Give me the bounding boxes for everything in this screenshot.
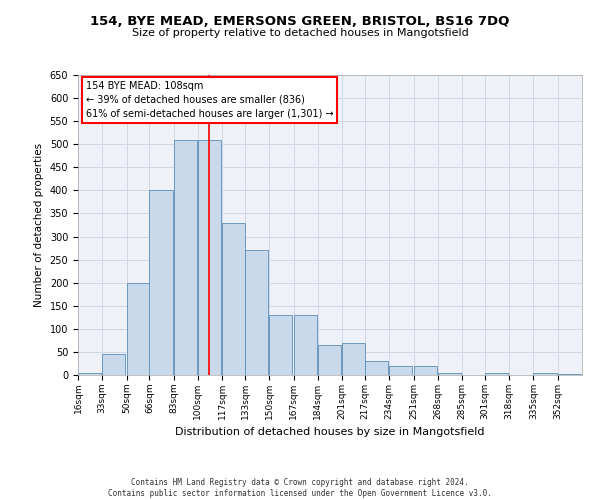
- Bar: [293, 315, 317, 375]
- Bar: [127, 282, 149, 375]
- Bar: [102, 354, 125, 375]
- Bar: [485, 372, 508, 375]
- Text: 154 BYE MEAD: 108sqm
← 39% of detached houses are smaller (836)
61% of semi-deta: 154 BYE MEAD: 108sqm ← 39% of detached h…: [86, 81, 333, 119]
- Bar: [222, 222, 245, 375]
- Bar: [173, 140, 197, 375]
- Text: 154, BYE MEAD, EMERSONS GREEN, BRISTOL, BS16 7DQ: 154, BYE MEAD, EMERSONS GREEN, BRISTOL, …: [91, 15, 509, 28]
- Bar: [198, 140, 221, 375]
- Bar: [389, 366, 412, 375]
- Bar: [269, 315, 292, 375]
- Bar: [413, 366, 437, 375]
- Bar: [558, 374, 581, 375]
- Text: Size of property relative to detached houses in Mangotsfield: Size of property relative to detached ho…: [131, 28, 469, 38]
- Bar: [245, 250, 268, 375]
- Bar: [365, 361, 388, 375]
- Bar: [438, 372, 461, 375]
- Bar: [78, 372, 101, 375]
- Bar: [342, 342, 365, 375]
- Y-axis label: Number of detached properties: Number of detached properties: [34, 143, 44, 307]
- Bar: [533, 372, 557, 375]
- Text: Contains HM Land Registry data © Crown copyright and database right 2024.
Contai: Contains HM Land Registry data © Crown c…: [108, 478, 492, 498]
- Bar: [149, 190, 173, 375]
- Bar: [318, 345, 341, 375]
- X-axis label: Distribution of detached houses by size in Mangotsfield: Distribution of detached houses by size …: [175, 428, 485, 438]
